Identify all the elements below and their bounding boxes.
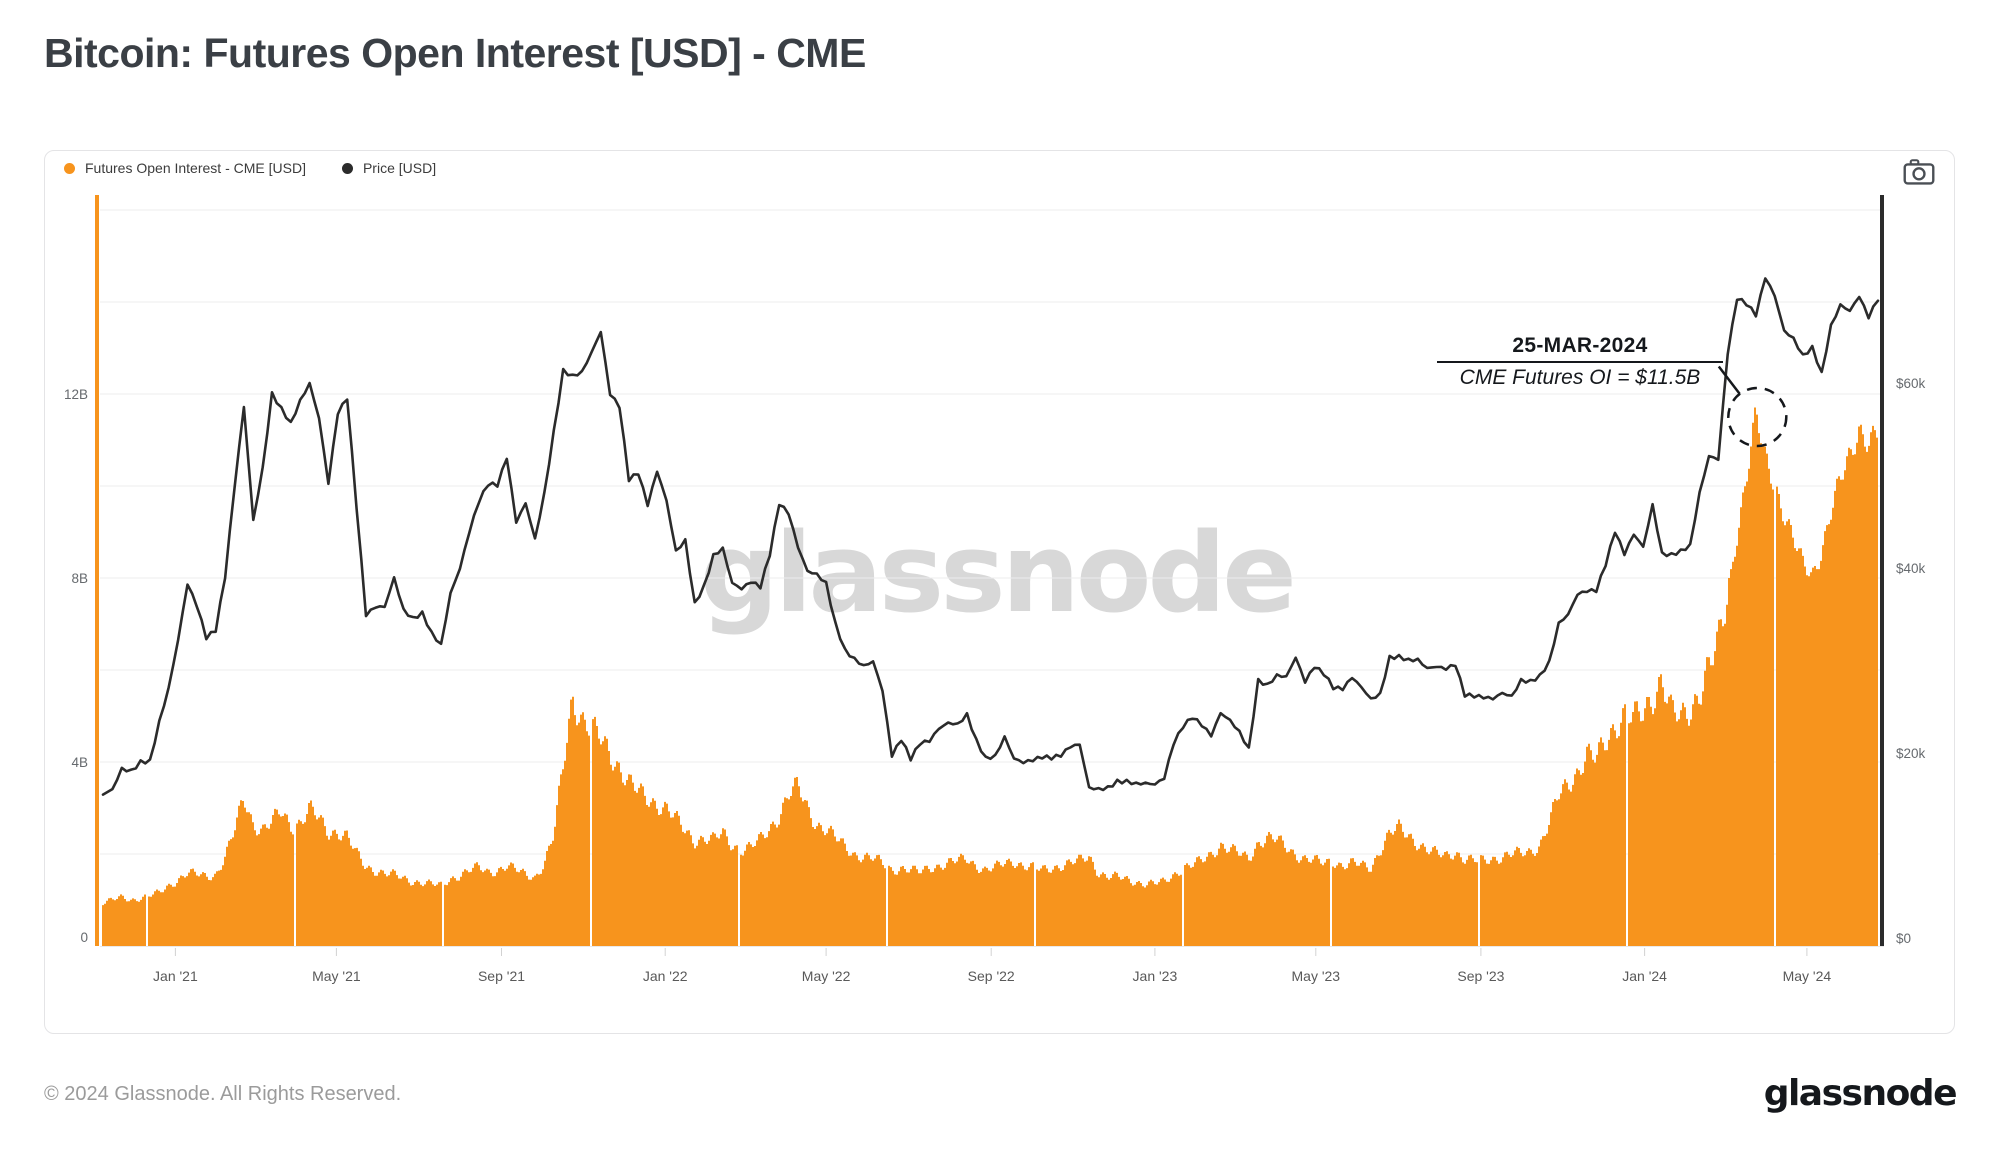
- legend-item-open-interest[interactable]: Futures Open Interest - CME [USD]: [64, 160, 306, 176]
- right-axis-label: $0: [1896, 931, 1911, 946]
- x-axis-label: Jan '21: [153, 968, 198, 984]
- x-axis-label: Jan '22: [643, 968, 688, 984]
- legend-item-price[interactable]: Price [USD]: [341, 160, 437, 176]
- left-axis-label: 0: [80, 930, 88, 945]
- camera-icon: [1903, 159, 1935, 185]
- left-axis-label: 8B: [71, 571, 88, 586]
- left-axis-spine: [95, 195, 99, 946]
- legend-dot: [341, 162, 353, 174]
- left-axis-label: 4B: [71, 755, 88, 770]
- page-title: Bitcoin: Futures Open Interest [USD] - C…: [44, 30, 866, 76]
- annotation-date: 25-MAR-2024: [1437, 334, 1723, 363]
- right-axis-label: $20k: [1896, 746, 1926, 761]
- price-line: [101, 277, 1880, 796]
- x-axis-label: May '21: [312, 968, 361, 984]
- x-axis-label: Jan '24: [1622, 968, 1667, 984]
- x-axis-label: Sep '21: [478, 968, 525, 984]
- right-axis-label: $40k: [1896, 561, 1926, 576]
- annotation-circle: [1727, 386, 1788, 448]
- chart-annotation: 25-MAR-2024 CME Futures OI = $11.5B: [1437, 334, 1723, 390]
- legend-label: Futures Open Interest - CME [USD]: [85, 160, 306, 176]
- x-axis-label: May '24: [1783, 968, 1832, 984]
- copyright-text: © 2024 Glassnode. All Rights Reserved.: [44, 1083, 402, 1105]
- x-axis-label: May '22: [802, 968, 851, 984]
- x-axis-label: Sep '23: [1457, 968, 1504, 984]
- chart-legend: Futures Open Interest - CME [USD] Price […: [64, 160, 436, 176]
- legend-dot: [64, 162, 75, 174]
- legend-label: Price [USD]: [362, 160, 437, 176]
- glassnode-logo: glassnode: [1763, 1073, 1958, 1114]
- x-axis-label: Jan '23: [1133, 968, 1178, 984]
- x-axis-label: Sep '22: [968, 968, 1015, 984]
- right-axis-spine: [1880, 195, 1884, 946]
- camera-button[interactable]: [1899, 156, 1939, 188]
- right-axis-label: $60k: [1896, 376, 1926, 391]
- left-axis-label: 12B: [64, 387, 88, 402]
- annotation-connector: [1717, 365, 1741, 395]
- x-axis-label: May '23: [1292, 968, 1341, 984]
- open-interest-bars: [102, 407, 1878, 946]
- annotation-value: CME Futures OI = $11.5B: [1459, 366, 1701, 389]
- glassnode-watermark: glassnode: [700, 509, 1297, 637]
